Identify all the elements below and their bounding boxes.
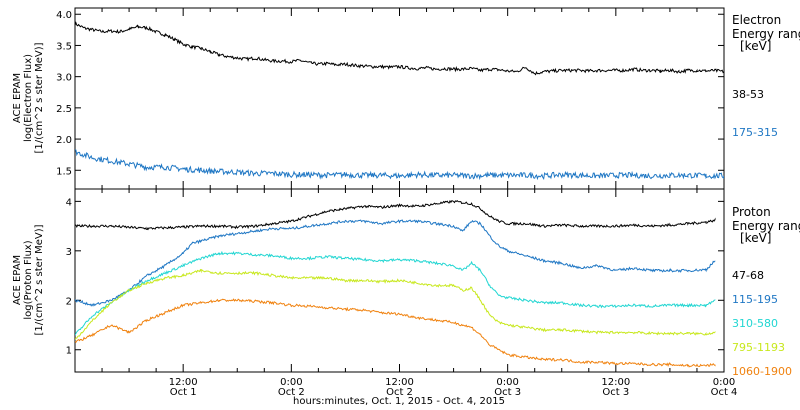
electron-legend-title-3: [keV] (740, 39, 771, 53)
proton-legend-title-3: [keV] (740, 231, 771, 245)
electron-legend-38-53: 38-53 (732, 88, 764, 101)
proton-legend-title-1: Proton (732, 205, 771, 219)
electron-ytick-label: 1.5 (56, 166, 72, 177)
proton-legend-1060-1900: 1060-1900 (732, 365, 792, 378)
electron-ytick-label: 3.5 (56, 41, 72, 52)
xtick-label-time: 12:00 (601, 377, 630, 388)
proton-legend-795-1193: 795-1193 (732, 341, 785, 354)
electron-legend-title-2: Energy ranges (732, 27, 800, 41)
xtick-label-day: Oct 2 (386, 387, 413, 398)
xtick-label-day: Oct 1 (170, 387, 197, 398)
xtick-label-time: 0:00 (280, 377, 302, 388)
proton-legend: Proton Energy ranges [keV] (732, 205, 800, 245)
electron-series-38-53 (75, 21, 724, 76)
proton-series-1060-1900 (75, 298, 716, 368)
electron-ylabel-line-1: ACE EPAM (12, 73, 23, 123)
xtick-label-day: Oct 2 (278, 387, 305, 398)
electron-ylabel-line-2: log(Electron Flux) (23, 54, 34, 142)
electron-ytick-label: 2.5 (56, 104, 72, 115)
x-axis-title: hours:minutes, Oct. 1, 2015 - Oct. 4, 20… (293, 396, 505, 407)
electron-ytick-label: 4.0 (56, 10, 72, 21)
proton-ylabel: ACE EPAM log(Proton Flux) [1/(cm^2 s ste… (12, 224, 45, 335)
proton-ytick-label: 1 (66, 346, 72, 357)
xtick-label-time: 12:00 (385, 377, 414, 388)
xtick-label-day: Oct 3 (602, 387, 629, 398)
electron-series-175-315 (75, 149, 724, 181)
proton-ytick-label: 4 (66, 197, 72, 208)
electron-legend-title-1: Electron (732, 13, 781, 27)
xtick-label-time: 0:00 (496, 377, 518, 388)
proton-ytick-label: 3 (66, 247, 72, 258)
proton-legend-47-68: 47-68 (732, 269, 764, 282)
proton-ytick-label: 2 (66, 296, 72, 307)
proton-series-795-1193 (75, 268, 716, 340)
electron-ylabel-line-3: [1/(cm^2 s ster MeV)] (34, 42, 45, 153)
proton-ylabel-line-2: log(Proton Flux) (23, 240, 34, 319)
xtick-label-day: Oct 3 (494, 387, 521, 398)
proton-series-310-580 (75, 250, 716, 336)
proton-legend-115-195: 115-195 (732, 293, 778, 306)
proton-legend-title-2: Energy ranges (732, 219, 800, 233)
xtick-label-day: Oct 4 (711, 387, 738, 398)
xtick-label-time: 12:00 (169, 377, 198, 388)
proton-ylabel-line-3: [1/(cm^2 s ster MeV)] (34, 224, 45, 335)
proton-series-115-195 (75, 219, 716, 307)
proton-series-47-68 (75, 199, 716, 231)
electron-ytick-label: 2.0 (56, 135, 72, 146)
electron-legend: Electron Energy ranges [keV] (732, 13, 800, 53)
xtick-label-time: 0:00 (713, 377, 735, 388)
chart-marks: 1.5 2.0 2.5 3.0 3.5 4.0 38-53 175-315 1 2 3 4 47-68 1… (56, 8, 792, 398)
proton-ylabel-line-1: ACE EPAM (12, 255, 23, 305)
proton-legend-310-580: 310-580 (732, 317, 778, 330)
electron-ylabel: ACE EPAM log(Electron Flux) [1/(cm^2 s s… (12, 42, 45, 153)
electron-ytick-label: 3.0 (56, 73, 72, 84)
electron-legend-175-315: 175-315 (732, 126, 778, 139)
